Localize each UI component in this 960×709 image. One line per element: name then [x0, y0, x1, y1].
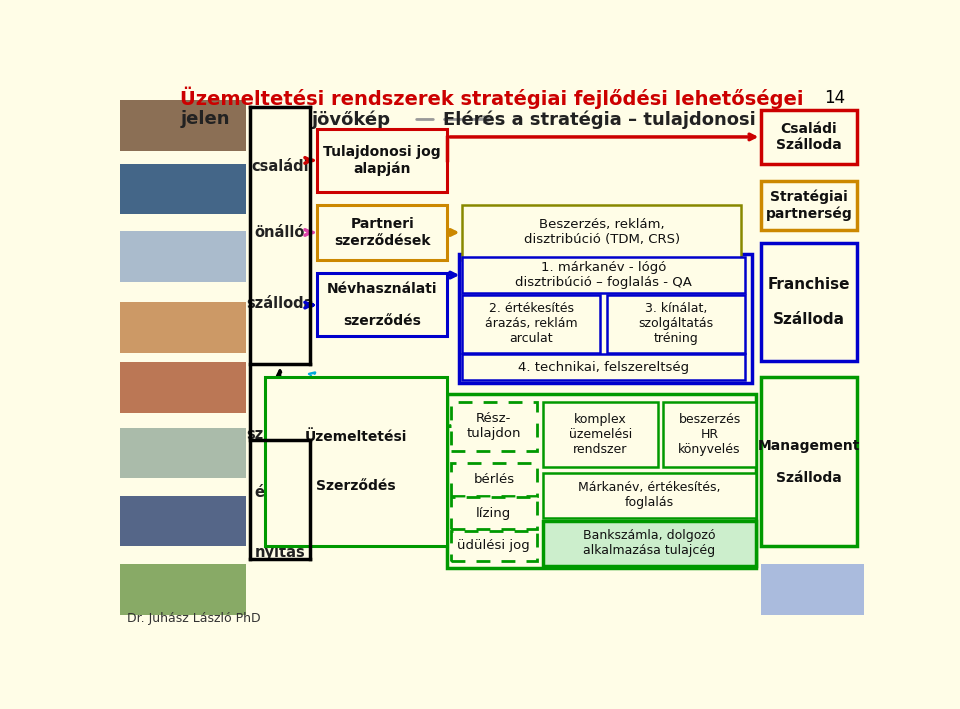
- Text: Beszerzés, reklám,
disztribúció (TDM, CRS): Beszerzés, reklám, disztribúció (TDM, CR…: [523, 218, 680, 247]
- FancyBboxPatch shape: [451, 402, 537, 451]
- FancyBboxPatch shape: [120, 496, 247, 547]
- Text: önálló: önálló: [254, 225, 305, 240]
- Text: nyitás: nyitás: [254, 544, 305, 560]
- FancyBboxPatch shape: [463, 257, 745, 293]
- FancyBboxPatch shape: [317, 129, 447, 191]
- Text: családi: családi: [252, 160, 309, 174]
- Text: szálloda: szálloda: [246, 427, 314, 442]
- Text: építés: építés: [254, 484, 305, 500]
- FancyBboxPatch shape: [120, 302, 247, 352]
- FancyBboxPatch shape: [761, 564, 864, 615]
- FancyBboxPatch shape: [451, 497, 537, 529]
- Text: Franchise

Szálloda: Franchise Szálloda: [768, 277, 851, 327]
- FancyBboxPatch shape: [120, 564, 247, 615]
- Text: 14: 14: [825, 89, 846, 106]
- FancyBboxPatch shape: [761, 243, 856, 361]
- Text: szálloda: szálloda: [246, 296, 314, 311]
- Text: Dr. Juhász László PhD: Dr. Juhász László PhD: [128, 613, 261, 625]
- FancyBboxPatch shape: [761, 377, 856, 547]
- Text: üdülési jog: üdülési jog: [458, 540, 530, 552]
- Text: Márkanév, értékesítés,
foglalás: Márkanév, értékesítés, foglalás: [578, 481, 721, 509]
- Text: Partneri
szerződések: Partneri szerződések: [334, 218, 430, 247]
- FancyBboxPatch shape: [663, 402, 756, 467]
- FancyBboxPatch shape: [120, 231, 247, 281]
- Text: Stratégiai
partnerség: Stratégiai partnerség: [765, 189, 852, 220]
- Text: 4. technikai, felszereltség: 4. technikai, felszereltség: [518, 361, 689, 374]
- FancyBboxPatch shape: [120, 164, 247, 214]
- Text: 3. kínálat,
szolgáltatás
tréning: 3. kínálat, szolgáltatás tréning: [638, 303, 713, 345]
- Text: Családi
Szálloda: Családi Szálloda: [776, 122, 842, 152]
- Text: Bankszámla, dolgozó
alkalmazása tulajcég: Bankszámla, dolgozó alkalmazása tulajcég: [583, 530, 715, 557]
- Text: komplex
üzemelési
rendszer: komplex üzemelési rendszer: [568, 413, 632, 456]
- FancyBboxPatch shape: [761, 181, 856, 230]
- Text: 1. márkanév - lógó
disztribúció – foglalás - QA: 1. márkanév - lógó disztribúció – foglal…: [516, 261, 692, 289]
- Text: Elérés a stratégia – tulajdonosi döntés: Elérés a stratégia – tulajdonosi döntés: [443, 110, 831, 129]
- Text: Névhasználati

szerződés: Névhasználati szerződés: [327, 281, 438, 328]
- FancyBboxPatch shape: [451, 463, 537, 496]
- Text: bérlés: bérlés: [473, 473, 515, 486]
- Text: Rész-
tulajdon: Rész- tulajdon: [467, 413, 521, 440]
- FancyBboxPatch shape: [317, 274, 447, 336]
- Text: jelen: jelen: [180, 111, 230, 128]
- Text: jövőkép: jövőkép: [311, 110, 390, 129]
- FancyBboxPatch shape: [265, 377, 447, 547]
- Text: Üzemeltetési


Szerződés: Üzemeltetési Szerződés: [305, 430, 407, 493]
- Text: lízing: lízing: [476, 507, 512, 520]
- FancyBboxPatch shape: [120, 362, 247, 413]
- Text: Tulajdonosi jog
alapján: Tulajdonosi jog alapján: [324, 145, 441, 176]
- FancyBboxPatch shape: [542, 402, 658, 467]
- FancyBboxPatch shape: [542, 520, 756, 566]
- FancyBboxPatch shape: [608, 295, 745, 352]
- Text: beszerzés
HR
könyvelés: beszerzés HR könyvelés: [679, 413, 741, 456]
- FancyBboxPatch shape: [463, 295, 600, 352]
- FancyBboxPatch shape: [120, 101, 247, 150]
- FancyBboxPatch shape: [451, 530, 537, 561]
- Text: 2. értékesítés
árazás, reklám
arculat: 2. értékesítés árazás, reklám arculat: [485, 303, 577, 345]
- FancyBboxPatch shape: [317, 205, 447, 259]
- FancyBboxPatch shape: [542, 473, 756, 518]
- FancyBboxPatch shape: [761, 110, 856, 164]
- FancyBboxPatch shape: [463, 205, 741, 259]
- FancyBboxPatch shape: [120, 428, 247, 478]
- Text: Management

Szálloda: Management Szálloda: [757, 439, 860, 485]
- FancyBboxPatch shape: [463, 354, 745, 380]
- Text: Üzemeltetési rendszerek stratégiai fejlődési lehetőségei: Üzemeltetési rendszerek stratégiai fejlő…: [180, 86, 804, 109]
